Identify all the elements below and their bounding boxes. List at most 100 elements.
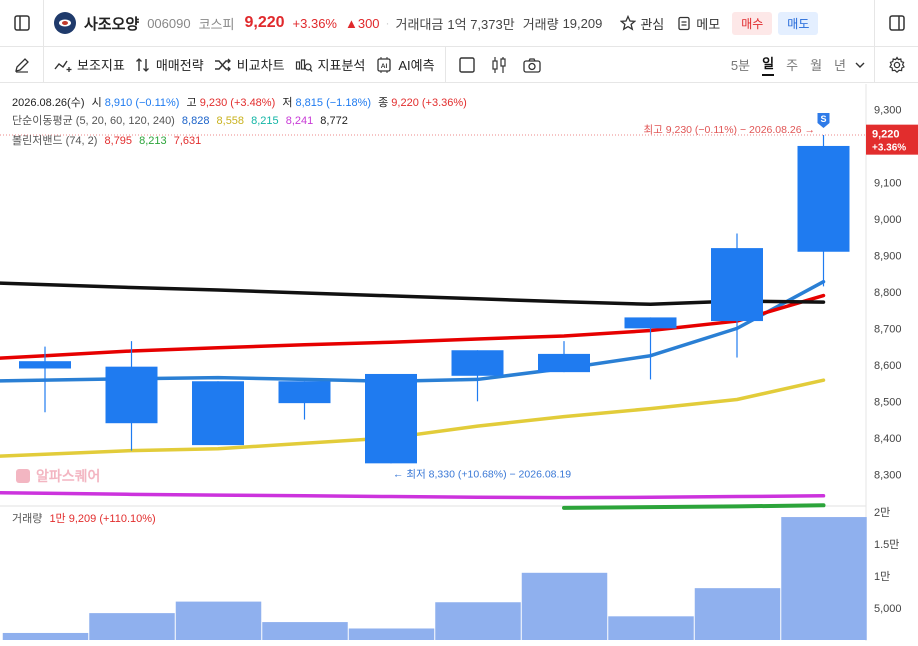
bollinger-mid-line bbox=[562, 503, 826, 510]
price-tick-label: 8,400 bbox=[874, 433, 902, 445]
volume-bar bbox=[348, 628, 435, 640]
analysis-button[interactable]: 지표분석 bbox=[295, 55, 366, 74]
legend-low: 8,815 (−1.18%) bbox=[295, 97, 372, 109]
market-name: 코스피 bbox=[198, 16, 235, 32]
shuffle-icon bbox=[214, 58, 231, 71]
settings-button[interactable] bbox=[874, 47, 918, 82]
sma-value-60: 8,215 bbox=[251, 115, 279, 127]
sell-button[interactable]: 매도 bbox=[778, 11, 819, 35]
legend-close: 9,220 (+3.36%) bbox=[391, 97, 467, 109]
period-year[interactable]: 년 bbox=[834, 58, 846, 73]
boll-lower-value: 7,631 bbox=[173, 135, 202, 147]
price-tick-label: 8,500 bbox=[874, 396, 902, 408]
memo-label: 메모 bbox=[696, 16, 721, 32]
candle-type-button[interactable] bbox=[490, 56, 508, 74]
panel-left-icon bbox=[13, 15, 30, 31]
volume-bar bbox=[175, 601, 262, 640]
price-tag bbox=[866, 124, 918, 155]
panel-right-icon bbox=[888, 15, 905, 31]
stock-header: 사조오양 006090 코스피 9,220 +3.36% ▲300 · 거래대금… bbox=[0, 0, 918, 47]
stock-code: 006090 bbox=[147, 15, 191, 31]
price-tick-label: 9,100 bbox=[874, 177, 902, 189]
candle-body bbox=[797, 145, 850, 252]
star-icon bbox=[620, 15, 637, 31]
price-tick-label: 8,600 bbox=[874, 360, 902, 372]
draw-tool-button[interactable] bbox=[0, 47, 44, 82]
divider: · bbox=[385, 16, 390, 30]
watermark-text: 알파스퀘어 bbox=[36, 468, 100, 484]
svg-text:AI: AI bbox=[381, 63, 388, 70]
candle-body bbox=[19, 361, 71, 369]
indicator-button[interactable]: 보조지표 bbox=[54, 55, 125, 74]
screenshot-button[interactable] bbox=[522, 56, 542, 74]
sma5-line bbox=[0, 281, 826, 307]
volume-legend: 거래량 1만 9,209 (+110.10%) bbox=[12, 510, 156, 526]
divider bbox=[444, 47, 446, 82]
sidebar-toggle-button[interactable] bbox=[0, 0, 44, 46]
sma-value-120: 8,241 bbox=[285, 115, 314, 127]
signal-marker-icon bbox=[817, 113, 830, 129]
memo-button[interactable]: 메모 bbox=[676, 14, 720, 33]
candlestick-icon bbox=[491, 56, 506, 73]
volume-tick-label: 1.5만 bbox=[874, 538, 899, 551]
company-logo-icon bbox=[54, 12, 76, 34]
vol-legend-label: 거래량 bbox=[12, 513, 43, 525]
volume-bar bbox=[694, 588, 781, 640]
price-tick-label: 8,300 bbox=[874, 469, 902, 481]
chart-canvas[interactable]: 알파스퀘어 9,3009,2009,1009,0008,9008,8008,70… bbox=[0, 84, 918, 641]
analysis-label: 지표분석 bbox=[317, 58, 366, 73]
strategy-button[interactable]: 매매전략 bbox=[135, 55, 204, 74]
trade-value-label: 거래대금 bbox=[395, 16, 444, 32]
price-tick-label: 8,900 bbox=[874, 250, 902, 262]
legend-open: 8,910 (−0.11%) bbox=[104, 97, 180, 109]
volume-bar bbox=[521, 572, 608, 640]
candle-body bbox=[192, 381, 244, 446]
compare-button[interactable]: 비교차트 bbox=[214, 55, 285, 74]
price-tick-label: 9,300 bbox=[874, 104, 902, 116]
volume-tick-label: 5,000 bbox=[874, 603, 902, 615]
line-chart-plus-icon bbox=[54, 60, 72, 72]
strategy-label: 매매전략 bbox=[155, 58, 204, 73]
change-percent: +3.36% bbox=[292, 15, 337, 31]
chart-toolbar: 보조지표 매매전략 비교차트 지표분석 AI AI예측 5분 일 주 월 년 bbox=[0, 47, 918, 83]
period-day[interactable]: 일 bbox=[762, 53, 775, 76]
signal-marker-label: S bbox=[820, 114, 826, 124]
period-week[interactable]: 주 bbox=[786, 58, 799, 73]
volume-bar bbox=[435, 602, 521, 640]
volume-bar bbox=[262, 622, 348, 640]
buy-button[interactable]: 매수 bbox=[732, 11, 773, 35]
watch-button[interactable]: 관심 bbox=[620, 14, 664, 33]
ai-predict-button[interactable]: AI AI예측 bbox=[375, 55, 435, 74]
legend-high-label: 고 bbox=[186, 97, 197, 109]
chevron-down-icon[interactable] bbox=[854, 59, 866, 71]
legend-open-label: 시 bbox=[91, 97, 102, 109]
candle-body bbox=[451, 350, 504, 376]
price-tag-value: 9,220 bbox=[872, 129, 900, 141]
ohlc-legend: 2026.08.26(수) 시 8,910 (−0.11%) 고 9,230 (… bbox=[12, 94, 467, 110]
candle-body bbox=[711, 248, 763, 322]
price-chart[interactable]: 알파스퀘어 9,3009,2009,1009,0008,9008,8008,70… bbox=[0, 84, 918, 641]
volume-bar bbox=[89, 613, 175, 640]
sma-value-5: 8,828 bbox=[181, 115, 210, 127]
watermark-logo-icon bbox=[16, 469, 30, 483]
price-tag-percent: +3.36% bbox=[872, 143, 906, 154]
volume-label: 거래량 bbox=[522, 16, 559, 32]
period-month[interactable]: 월 bbox=[810, 58, 823, 73]
legend-close-label: 종 bbox=[378, 97, 389, 109]
square-icon bbox=[458, 56, 475, 73]
period-selector: 5분 일 주 월 년 bbox=[725, 47, 918, 82]
layout-square-button[interactable] bbox=[458, 56, 476, 74]
trade-value: 1억 7,373만 bbox=[447, 16, 515, 32]
price-tick-label: 8,700 bbox=[874, 323, 902, 335]
camera-icon bbox=[522, 57, 541, 73]
price-tick-label: 8,800 bbox=[874, 287, 902, 299]
period-5min[interactable]: 5분 bbox=[730, 58, 751, 73]
legend-high: 9,230 (+3.48%) bbox=[199, 97, 276, 109]
vol-legend-value: 1만 9,209 (+110.10%) bbox=[49, 513, 156, 525]
sidebar-right-toggle-button[interactable] bbox=[874, 0, 918, 46]
candles-search-icon bbox=[295, 58, 313, 72]
ai-chip-icon: AI bbox=[377, 56, 392, 73]
volume-tick-label: 2만 bbox=[874, 506, 890, 519]
volume-bar bbox=[2, 632, 89, 640]
candle-body bbox=[365, 373, 417, 464]
